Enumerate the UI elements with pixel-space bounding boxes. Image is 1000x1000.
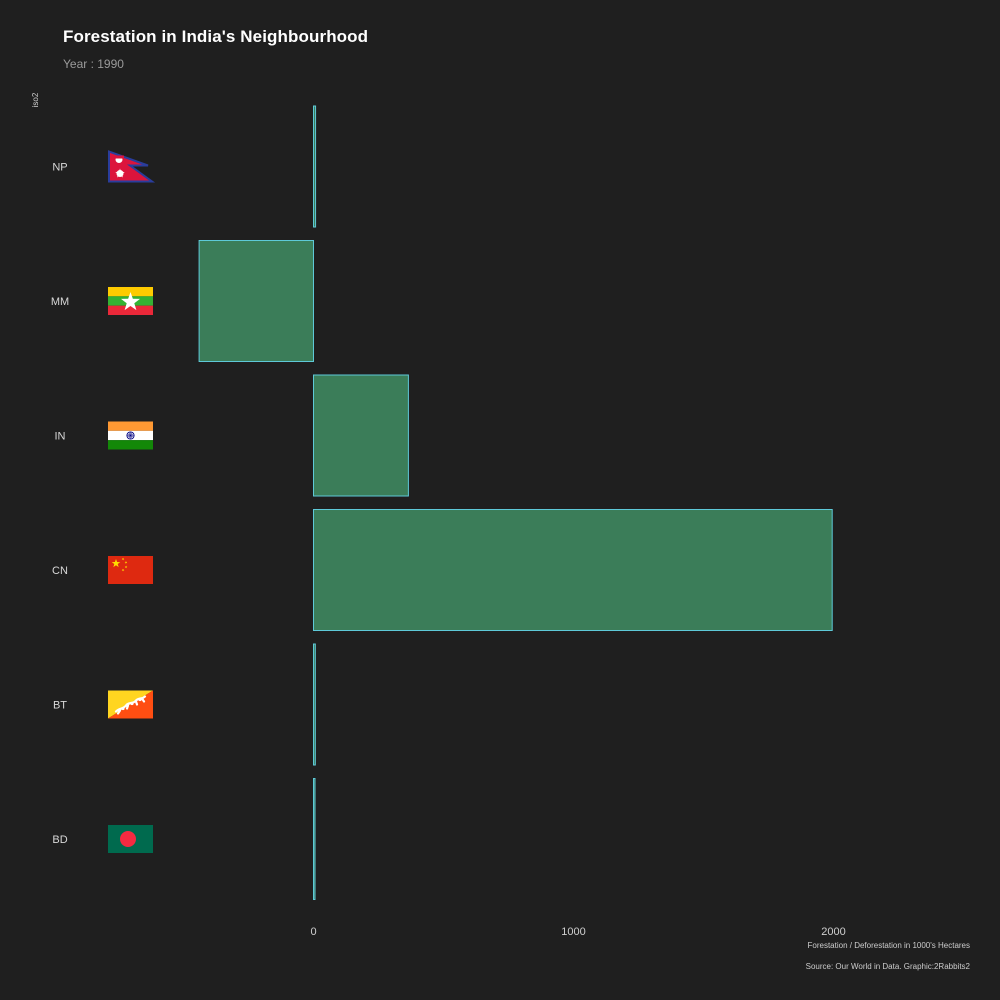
bars-layer bbox=[198, 105, 833, 900]
bar-mm bbox=[198, 240, 315, 362]
flags-layer bbox=[108, 150, 156, 853]
labels-layer: NP MM IN CN BT BD bbox=[51, 162, 69, 847]
category-label-np: NP bbox=[52, 162, 67, 174]
chart-title: Forestation in India's Neighbourhood bbox=[63, 27, 369, 46]
x-tick-2000: 2000 bbox=[821, 926, 845, 938]
category-label-bd: BD bbox=[52, 834, 67, 846]
x-tick-0: 0 bbox=[310, 926, 316, 938]
nepal-flag bbox=[108, 150, 156, 183]
x-ticks: 0 1000 2000 bbox=[310, 926, 845, 938]
category-label-mm: MM bbox=[51, 296, 69, 308]
india-flag bbox=[108, 421, 153, 450]
china-flag bbox=[108, 556, 153, 584]
category-label-cn: CN bbox=[52, 565, 68, 577]
bar-cn bbox=[313, 509, 833, 631]
category-label-in: IN bbox=[55, 431, 66, 443]
bar-bt bbox=[313, 643, 316, 766]
myanmar-flag bbox=[108, 287, 153, 315]
y-axis-label: iso2 bbox=[31, 92, 40, 107]
source-caption: Source: Our World in Data. Graphic:2Rabb… bbox=[805, 962, 970, 971]
bangladesh-flag bbox=[108, 825, 153, 853]
chart-subtitle: Year : 1990 bbox=[63, 57, 124, 71]
bar-bd bbox=[313, 778, 316, 900]
x-axis-label: Forestation / Deforestation in 1000's He… bbox=[807, 941, 971, 950]
bar-np bbox=[313, 105, 317, 228]
x-tick-1000: 1000 bbox=[561, 926, 585, 938]
bar-in bbox=[313, 374, 409, 497]
category-label-bt: BT bbox=[53, 700, 67, 712]
bhutan-flag bbox=[108, 690, 153, 719]
